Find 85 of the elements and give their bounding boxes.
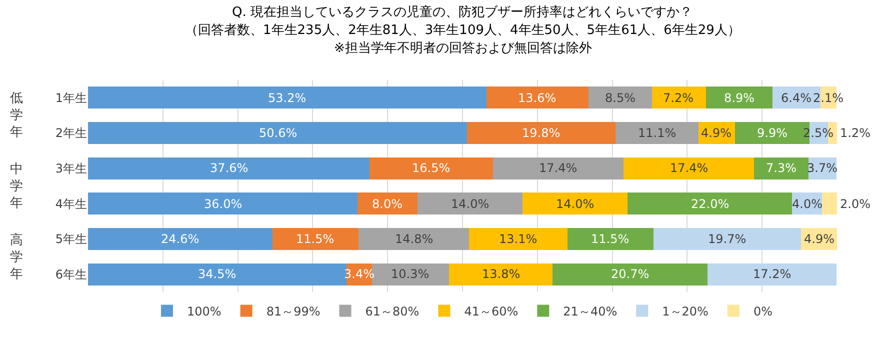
data-label: 24.6% [161, 232, 200, 246]
data-label: 36.0% [204, 197, 242, 211]
chart-subtitle: （回答者数、1年生235人、2年生81人、3年生109人、4年生50人、5年生61人、6年生29人） [185, 23, 740, 38]
data-label: 22.0% [691, 197, 730, 211]
bar [88, 192, 358, 215]
data-label: 2.1% [813, 91, 844, 105]
bar [707, 263, 836, 286]
text: 低学年 [10, 91, 23, 140]
chart-title: Q. 現在担当しているクラスの児童の、防犯ブザー所持率はどれくらいですか？ [232, 4, 692, 20]
bar [358, 228, 470, 250]
data-label: 20.7% [611, 267, 650, 281]
data-label: 17.4% [539, 161, 578, 175]
legend-label: 0% [753, 304, 772, 318]
text: 高学年 [10, 232, 23, 282]
data-label: 14.8% [395, 232, 434, 246]
data-label: 19.8% [522, 126, 560, 140]
data-label: 14.0% [451, 197, 490, 211]
bar [466, 122, 616, 144]
legend-label: 1～20% [662, 304, 708, 318]
data-label: 34.5% [198, 267, 236, 281]
data-label: 9.9% [757, 126, 788, 140]
data-label: 4.9% [701, 126, 732, 140]
bar [567, 228, 654, 250]
bar [88, 228, 272, 250]
y-tick-label: 5年生 [55, 232, 87, 246]
bar [624, 157, 754, 180]
bar [627, 192, 792, 215]
data-label: 8.0% [372, 197, 402, 211]
data-label: 7.3% [766, 161, 796, 175]
y-tick-label: 1年生 [55, 90, 87, 105]
bar [754, 157, 809, 180]
y-tick-label: 4年生 [55, 196, 87, 211]
bar [370, 157, 494, 180]
bar [588, 86, 652, 109]
legend-label: 61～80% [365, 304, 420, 318]
data-label: 53.2% [268, 91, 306, 105]
data-label: 14.0% [556, 197, 594, 211]
data-label: 4.9% [804, 232, 834, 246]
data-label: 2.0% [840, 197, 870, 211]
legend-label: 41～60% [464, 304, 518, 318]
bar [88, 157, 370, 180]
data-label: 13.6% [518, 91, 556, 105]
bar [88, 263, 346, 286]
bar [88, 86, 486, 109]
data-label: 10.3% [391, 267, 430, 281]
bar [522, 192, 628, 215]
data-label: 16.5% [412, 161, 450, 175]
data-label: 6.4% [781, 91, 812, 105]
bar [418, 192, 522, 215]
data-label: 11.1% [638, 126, 676, 140]
bar [654, 228, 802, 250]
legend-label: 21～40% [563, 304, 618, 318]
legend-label: 100% [187, 304, 222, 318]
bar [552, 263, 708, 286]
data-label: 13.8% [482, 267, 520, 281]
data-label: 17.4% [670, 161, 708, 175]
bar [706, 86, 773, 109]
data-label: 50.6% [259, 126, 298, 140]
y-tick-label: 2年生 [55, 126, 87, 140]
bar [615, 122, 698, 144]
data-label: 11.5% [591, 232, 630, 246]
bar [469, 228, 568, 250]
legend-label: 81～99% [266, 304, 320, 318]
data-label: 8.9% [724, 91, 754, 105]
bar [272, 228, 358, 250]
data-label: 7.2% [663, 91, 694, 105]
data-label: 19.7% [708, 232, 746, 246]
bar [449, 263, 552, 286]
data-label: 17.2% [753, 267, 792, 281]
data-label: 8.5% [605, 91, 636, 105]
bar [493, 157, 624, 180]
data-label: 37.6% [210, 161, 248, 175]
y-tick-label: 3年生 [55, 162, 87, 176]
bar [822, 192, 837, 215]
text: 中学年 [10, 162, 23, 211]
data-label: 13.1% [499, 232, 538, 246]
y-tick-label: 6年生 [55, 268, 87, 282]
bar [652, 86, 706, 109]
data-label: 11.5% [296, 232, 334, 246]
text: ※担当学年不明者の回答および無回答は除外 [334, 41, 592, 56]
bar [358, 192, 418, 215]
bar [486, 86, 588, 109]
data-label: 4.0% [792, 197, 822, 211]
data-label: 1.2% [840, 126, 870, 140]
bar [88, 122, 467, 144]
